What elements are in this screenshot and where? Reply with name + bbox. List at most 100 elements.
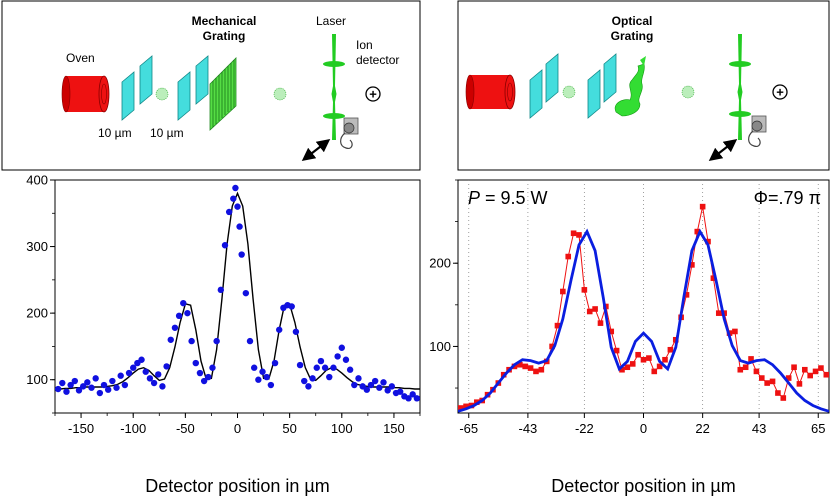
data-point (150, 379, 158, 387)
data-point (527, 365, 534, 371)
x-tick-label: -22 (575, 421, 594, 436)
data-point (576, 232, 582, 238)
data-point (388, 383, 396, 390)
data-point (84, 379, 91, 386)
ion-detector-plus-icon: + (365, 86, 381, 102)
x-tick-label: 100 (331, 421, 353, 436)
data-point (705, 238, 711, 245)
data-point (742, 364, 749, 371)
data-point (823, 371, 829, 378)
data-point (326, 373, 333, 381)
x-tick-label: 22 (695, 421, 709, 436)
svg-text:+: + (776, 85, 784, 100)
plot-frame (54, 179, 421, 414)
data-point (384, 387, 391, 394)
x-tick-label: -150 (68, 421, 94, 436)
mechanical-grating-icon (209, 57, 237, 131)
data-point (188, 337, 195, 345)
data-point (619, 366, 625, 373)
optical-grating-label-line2: Grating (611, 29, 654, 43)
data-point (346, 366, 354, 373)
data-point (238, 251, 245, 258)
data-point (334, 353, 341, 360)
data-point (549, 343, 555, 350)
data-point (785, 375, 792, 381)
x-tick-label: 43 (752, 421, 766, 436)
data-point (355, 375, 362, 382)
data-point (554, 322, 561, 329)
diffracted-beam-dot-icon (273, 87, 287, 101)
data-point (586, 308, 593, 315)
data-point (71, 377, 79, 385)
data-point (517, 361, 523, 368)
data-point (79, 383, 87, 390)
data-point (313, 364, 320, 371)
data-point (234, 203, 241, 210)
data-point (694, 228, 701, 235)
power-annotation: P = 9.5 W (468, 188, 548, 208)
y-tick-label: 200 (26, 306, 48, 321)
data-point (807, 372, 813, 379)
data-point (613, 347, 620, 354)
data-point (560, 288, 566, 295)
data-point (608, 328, 615, 335)
data-point (146, 375, 154, 382)
data-point (246, 337, 254, 345)
data-point (317, 357, 325, 365)
data-point (753, 368, 760, 375)
atom-beam-dot-icon (562, 85, 576, 99)
data-point (267, 381, 275, 389)
data-point (662, 356, 668, 363)
data-point (538, 366, 545, 373)
scan-arrow-icon (708, 138, 738, 162)
slit-1-width-label: 10 µm (98, 126, 132, 140)
data-point (737, 366, 744, 373)
detector-cup-icon (340, 117, 359, 149)
data-point (338, 344, 345, 351)
data-point (715, 310, 722, 316)
data-point (209, 364, 216, 371)
data-point (748, 356, 754, 362)
setup-diagram-mechanical: Oven 10 µm 10 µm (1, 0, 421, 171)
data-point (121, 381, 129, 389)
data-point (271, 359, 279, 367)
data-point (699, 203, 706, 210)
data-point (225, 208, 233, 216)
data-point (396, 388, 404, 395)
data-point (296, 361, 304, 369)
data-point (646, 355, 652, 361)
x-tick-label: 50 (282, 421, 296, 436)
data-point (581, 287, 588, 293)
data-point (221, 242, 229, 249)
laser-beam-icon (323, 34, 345, 140)
data-point (367, 381, 375, 389)
slit-pair-2-icon (587, 53, 617, 119)
data-point (651, 368, 658, 375)
chart-mechanical-grating: -150 -100 -50 0 50 100 150 100 200 300 400 Detector… (26, 173, 421, 496)
data-point (689, 262, 695, 268)
data-point (96, 389, 104, 397)
data-point (184, 309, 191, 317)
diagram-frame (457, 0, 830, 171)
data-point (171, 324, 179, 331)
x-tick-label: 150 (383, 421, 405, 436)
x-tick-label: 0 (234, 421, 241, 436)
setup-diagram-optical: Optical Grating + (457, 0, 830, 171)
data-point (758, 375, 765, 381)
y-tick-label: 300 (26, 239, 48, 254)
data-point (640, 356, 647, 363)
data-point (288, 303, 295, 310)
data-point (565, 253, 572, 260)
data-point (236, 223, 243, 230)
optical-grating-standing-wave-icon (614, 56, 646, 117)
mechanical-grating-label-line1: Mechanical (192, 14, 257, 28)
data-point (192, 359, 199, 367)
data-point (802, 366, 808, 373)
x-tick-label: -50 (176, 421, 195, 436)
data-point (667, 346, 674, 353)
plot-area (55, 184, 420, 402)
data-point (205, 373, 212, 381)
data-point (92, 375, 99, 382)
data-point (125, 369, 133, 377)
